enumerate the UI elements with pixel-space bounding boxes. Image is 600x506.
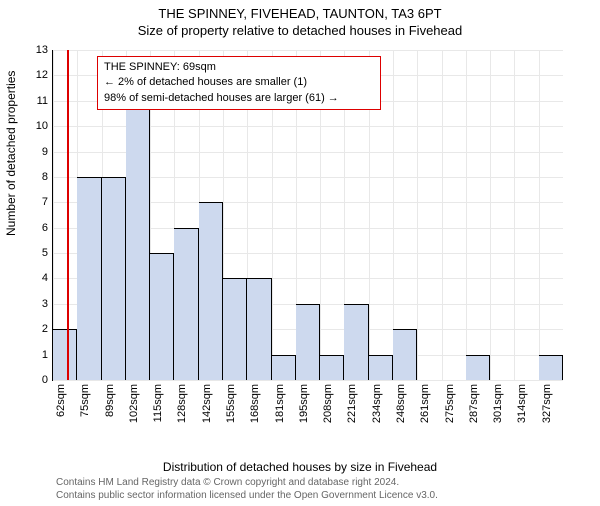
histogram-bar — [296, 304, 320, 380]
annotation-line2: ← 2% of detached houses are smaller (1) — [104, 75, 374, 90]
histogram-bar — [344, 304, 368, 380]
x-tick-label: 221sqm — [346, 384, 358, 423]
histogram-bar — [539, 355, 563, 380]
x-tick-label: 89sqm — [104, 384, 116, 417]
x-tick-label: 195sqm — [298, 384, 310, 423]
annotation-box: THE SPINNEY: 69sqm← 2% of detached house… — [97, 56, 381, 110]
y-tick-label: 12 — [18, 69, 48, 81]
x-tick-label: 155sqm — [225, 384, 237, 423]
gridline-v — [417, 50, 418, 380]
chart-subtitle: Size of property relative to detached ho… — [0, 23, 600, 38]
x-tick-label: 275sqm — [444, 384, 456, 423]
x-tick-label: 234sqm — [371, 384, 383, 423]
x-tick-label: 248sqm — [395, 384, 407, 423]
histogram-bar — [272, 355, 296, 380]
y-tick-label: 3 — [18, 298, 48, 310]
gridline-h — [53, 380, 563, 381]
property-marker-line — [67, 50, 69, 380]
gridline-h — [53, 50, 563, 51]
y-tick-label: 5 — [18, 247, 48, 259]
gridline-v — [490, 50, 491, 380]
x-tick-label: 261sqm — [419, 384, 431, 423]
y-tick-label: 0 — [18, 374, 48, 386]
credits: Contains HM Land Registry data © Crown c… — [56, 476, 438, 502]
x-tick-label: 181sqm — [274, 384, 286, 423]
x-tick-label: 75sqm — [79, 384, 91, 417]
histogram-bar — [102, 177, 126, 380]
x-tick-label: 128sqm — [176, 384, 188, 423]
x-tick-label: 327sqm — [541, 384, 553, 423]
credits-line1: Contains HM Land Registry data © Crown c… — [56, 476, 438, 489]
chart-title: THE SPINNEY, FIVEHEAD, TAUNTON, TA3 6PT — [0, 6, 600, 21]
gridline-v — [539, 50, 540, 380]
histogram-bar — [393, 329, 417, 380]
histogram-bar — [126, 101, 150, 380]
x-tick-label: 102sqm — [128, 384, 140, 423]
histogram-bar — [199, 202, 223, 380]
histogram-bar — [77, 177, 101, 380]
x-axis-label: Distribution of detached houses by size … — [0, 460, 600, 474]
y-axis-label: Number of detached properties — [4, 71, 18, 236]
y-tick-label: 13 — [18, 44, 48, 56]
histogram-bar — [320, 355, 344, 380]
gridline-v — [466, 50, 467, 380]
y-tick-label: 6 — [18, 222, 48, 234]
x-tick-label: 115sqm — [152, 384, 164, 422]
chart-area: THE SPINNEY: 69sqm← 2% of detached house… — [52, 50, 562, 420]
credits-line2: Contains public sector information licen… — [56, 489, 438, 502]
x-tick-label: 287sqm — [468, 384, 480, 423]
histogram-bar — [174, 228, 198, 380]
plot-region: THE SPINNEY: 69sqm← 2% of detached house… — [52, 50, 563, 381]
y-tick-label: 7 — [18, 196, 48, 208]
x-tick-label: 142sqm — [201, 384, 213, 423]
histogram-bar — [223, 278, 247, 380]
gridline-v — [514, 50, 515, 380]
y-tick-label: 1 — [18, 349, 48, 361]
y-tick-label: 10 — [18, 120, 48, 132]
x-tick-label: 314sqm — [516, 384, 528, 423]
y-tick-label: 2 — [18, 323, 48, 335]
histogram-bar — [53, 329, 77, 380]
x-tick-label: 208sqm — [322, 384, 334, 423]
x-tick-label: 62sqm — [55, 384, 67, 417]
gridline-v — [442, 50, 443, 380]
histogram-bar — [369, 355, 393, 380]
y-tick-label: 9 — [18, 146, 48, 158]
histogram-bar — [247, 278, 271, 380]
histogram-bar — [150, 253, 174, 380]
x-tick-label: 301sqm — [492, 384, 504, 423]
y-tick-label: 11 — [18, 95, 48, 107]
annotation-line3: 98% of semi-detached houses are larger (… — [104, 91, 374, 106]
x-tick-label: 168sqm — [249, 384, 261, 423]
histogram-bar — [466, 355, 490, 380]
annotation-line1: THE SPINNEY: 69sqm — [104, 60, 374, 75]
y-tick-label: 4 — [18, 272, 48, 284]
y-tick-label: 8 — [18, 171, 48, 183]
